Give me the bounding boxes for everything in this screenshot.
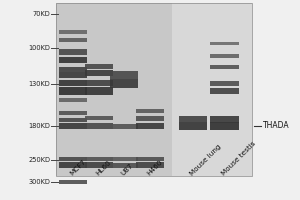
Bar	[59, 118, 87, 122]
Bar	[56, 3, 172, 176]
Bar	[59, 98, 87, 102]
Text: HL60: HL60	[94, 159, 112, 177]
Bar	[136, 157, 164, 161]
Text: U87: U87	[120, 163, 134, 177]
Bar	[59, 57, 87, 63]
Text: Mouse testis: Mouse testis	[220, 141, 257, 177]
Bar	[211, 65, 239, 69]
Bar	[59, 30, 87, 34]
Bar	[136, 123, 164, 129]
Bar	[85, 162, 113, 168]
Bar	[59, 157, 87, 161]
Bar	[211, 116, 239, 122]
Bar	[110, 78, 138, 88]
Bar	[59, 72, 87, 78]
Bar	[59, 80, 87, 86]
Bar	[59, 87, 87, 95]
Bar	[59, 66, 87, 72]
Text: H460: H460	[146, 159, 164, 177]
Bar	[211, 122, 239, 130]
Bar	[59, 180, 87, 184]
Bar	[110, 123, 138, 129]
Bar	[85, 80, 113, 86]
Bar	[136, 116, 164, 120]
Bar	[85, 64, 113, 69]
Text: 130KD: 130KD	[28, 81, 50, 87]
Bar	[85, 70, 113, 76]
Text: 100KD: 100KD	[28, 45, 50, 51]
Bar	[179, 116, 207, 122]
Bar	[59, 162, 87, 168]
Bar	[85, 87, 113, 95]
Bar	[110, 71, 138, 79]
Text: Mouse lung: Mouse lung	[189, 143, 222, 177]
Bar	[136, 162, 164, 168]
Bar	[211, 88, 239, 94]
Bar	[110, 157, 138, 161]
Text: 180KD: 180KD	[28, 123, 50, 129]
Bar	[85, 123, 113, 129]
Text: 70KD: 70KD	[32, 11, 50, 17]
Text: 250KD: 250KD	[28, 157, 50, 163]
Bar	[110, 162, 138, 168]
Bar	[85, 157, 113, 161]
Bar	[211, 54, 239, 58]
Bar	[211, 42, 239, 45]
Bar	[172, 3, 252, 176]
Bar	[59, 123, 87, 129]
Text: 300KD: 300KD	[28, 179, 50, 185]
Bar	[59, 49, 87, 54]
Bar	[85, 116, 113, 120]
Text: MCF7: MCF7	[69, 159, 87, 177]
Bar	[179, 122, 207, 130]
Bar	[56, 3, 252, 176]
Bar	[59, 111, 87, 115]
Bar	[59, 38, 87, 42]
Text: THADA: THADA	[262, 121, 289, 130]
Bar	[136, 109, 164, 113]
Bar	[211, 80, 239, 86]
